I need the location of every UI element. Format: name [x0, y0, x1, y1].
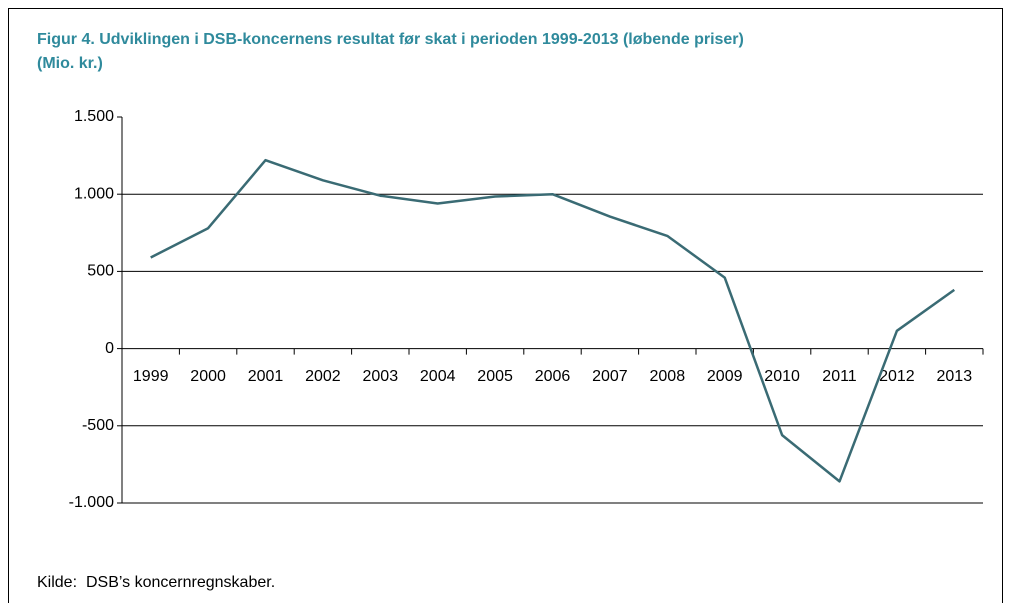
- x-tick-label: 2011: [822, 368, 857, 385]
- x-tick-label: 2000: [190, 368, 226, 385]
- x-tick-label: 1999: [133, 368, 169, 385]
- x-tick-label: 2008: [650, 368, 686, 385]
- y-tick-label: 0: [105, 340, 114, 357]
- y-tick-label: -1.000: [69, 494, 114, 511]
- x-tick-label: 2003: [363, 368, 399, 385]
- x-tick-label: 2012: [879, 368, 915, 385]
- line-series: [150, 158, 956, 483]
- x-tick-label: 2001: [248, 368, 284, 385]
- x-tick-label: 2009: [707, 368, 743, 385]
- x-tick-label: 2005: [477, 368, 513, 385]
- y-tick-label: 1.500: [74, 108, 114, 125]
- x-tick-label: 2006: [535, 368, 571, 385]
- source: DSB’s koncernregnskaber.: [86, 574, 275, 591]
- x-tick-label: 2010: [764, 368, 800, 385]
- frame: [8, 8, 1003, 603]
- chart-title: (Mio. kr.): [37, 55, 103, 72]
- x-tick-label: 2002: [305, 368, 341, 385]
- x-tick-label: 2007: [592, 368, 628, 385]
- y-tick-label: 1.000: [74, 185, 114, 202]
- x-tick-label: 2004: [420, 368, 456, 385]
- x-tick-label: 2013: [937, 368, 973, 385]
- y-tick-label: 500: [87, 263, 114, 280]
- y-tick-label: -500: [82, 417, 114, 434]
- chart-title: Figur 4. Udviklingen i DSB-koncernens re…: [37, 31, 744, 48]
- source-label: Kilde:: [37, 574, 77, 591]
